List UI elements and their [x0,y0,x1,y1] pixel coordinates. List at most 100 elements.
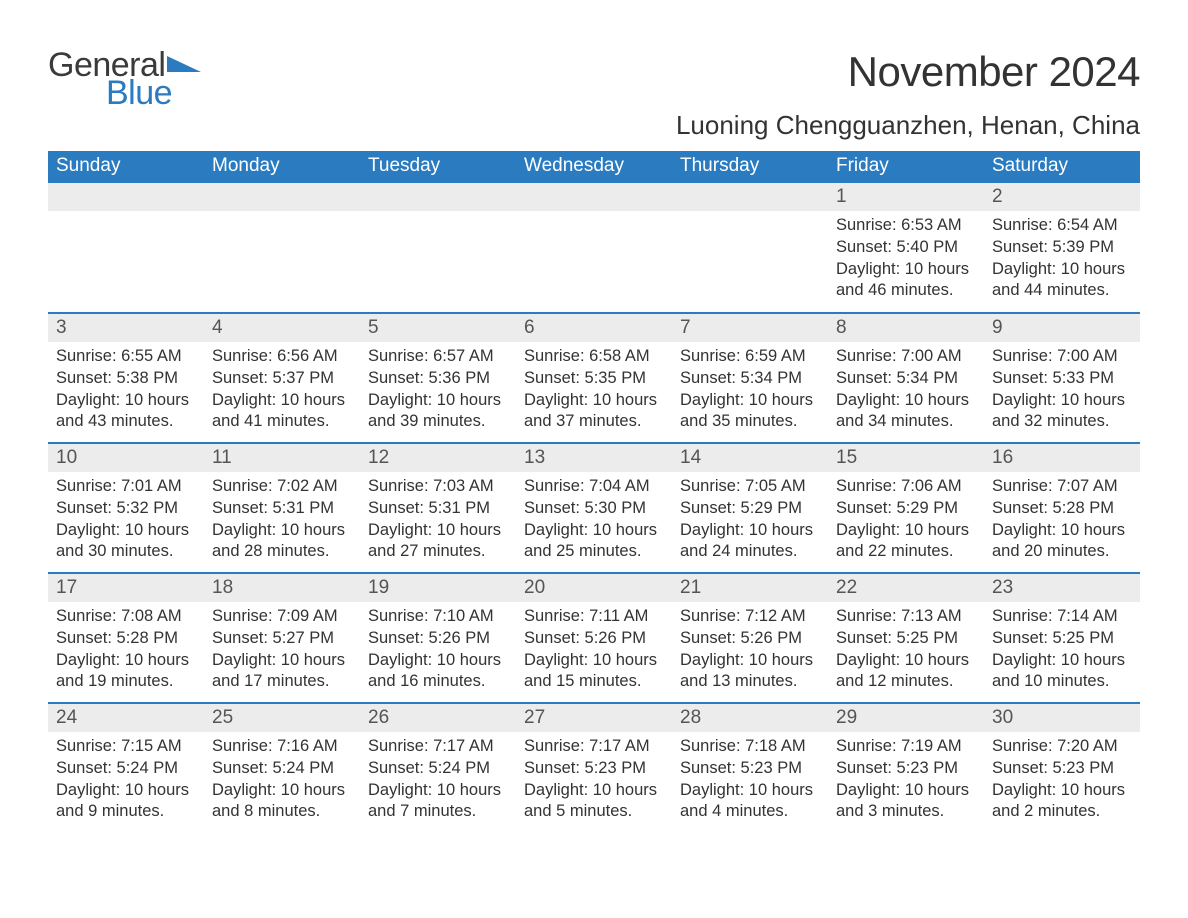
calendar-cell: 30Sunrise: 7:20 AMSunset: 5:23 PMDayligh… [984,703,1140,833]
sunrise-text: Sunrise: 7:14 AM [992,606,1132,628]
header-area: General Blue November 2024 Luoning Cheng… [48,48,1140,141]
daylight-text: Daylight: 10 hours and 3 minutes. [836,780,976,824]
day-body: Sunrise: 6:58 AMSunset: 5:35 PMDaylight:… [516,342,672,441]
calendar-cell: 1Sunrise: 6:53 AMSunset: 5:40 PMDaylight… [828,183,984,313]
calendar-cell: 6Sunrise: 6:58 AMSunset: 5:35 PMDaylight… [516,313,672,443]
calendar-week-row: 17Sunrise: 7:08 AMSunset: 5:28 PMDayligh… [48,573,1140,703]
sunrise-text: Sunrise: 7:02 AM [212,476,352,498]
sunset-text: Sunset: 5:31 PM [368,498,508,520]
sunset-text: Sunset: 5:25 PM [992,628,1132,650]
weekday-header: Friday [828,151,984,183]
day-body: Sunrise: 7:01 AMSunset: 5:32 PMDaylight:… [48,472,204,571]
sunset-text: Sunset: 5:26 PM [368,628,508,650]
day-number: 25 [204,704,360,732]
calendar-table: Sunday Monday Tuesday Wednesday Thursday… [48,151,1140,833]
calendar-cell [672,183,828,313]
weekday-header: Monday [204,151,360,183]
weekday-header: Tuesday [360,151,516,183]
daylight-text: Daylight: 10 hours and 46 minutes. [836,259,976,303]
day-number: 16 [984,444,1140,472]
calendar-cell: 11Sunrise: 7:02 AMSunset: 5:31 PMDayligh… [204,443,360,573]
calendar-cell: 5Sunrise: 6:57 AMSunset: 5:36 PMDaylight… [360,313,516,443]
day-number: 6 [516,314,672,342]
sunrise-text: Sunrise: 7:10 AM [368,606,508,628]
weekday-header: Thursday [672,151,828,183]
sunset-text: Sunset: 5:23 PM [524,758,664,780]
day-body: Sunrise: 6:56 AMSunset: 5:37 PMDaylight:… [204,342,360,441]
day-body: Sunrise: 7:18 AMSunset: 5:23 PMDaylight:… [672,732,828,831]
day-number: 12 [360,444,516,472]
sunrise-text: Sunrise: 7:03 AM [368,476,508,498]
calendar-cell [360,183,516,313]
calendar-cell: 27Sunrise: 7:17 AMSunset: 5:23 PMDayligh… [516,703,672,833]
brand-part2: Blue [106,76,201,110]
sunset-text: Sunset: 5:29 PM [680,498,820,520]
sunrise-text: Sunrise: 6:56 AM [212,346,352,368]
sunset-text: Sunset: 5:38 PM [56,368,196,390]
daylight-text: Daylight: 10 hours and 25 minutes. [524,520,664,564]
day-body: Sunrise: 7:03 AMSunset: 5:31 PMDaylight:… [360,472,516,571]
weekday-header: Wednesday [516,151,672,183]
daylight-text: Daylight: 10 hours and 8 minutes. [212,780,352,824]
sunset-text: Sunset: 5:23 PM [992,758,1132,780]
day-number: 22 [828,574,984,602]
location-label: Luoning Chengguanzhen, Henan, China [676,110,1140,141]
sunset-text: Sunset: 5:34 PM [680,368,820,390]
sunset-text: Sunset: 5:36 PM [368,368,508,390]
calendar-cell: 23Sunrise: 7:14 AMSunset: 5:25 PMDayligh… [984,573,1140,703]
day-body: Sunrise: 7:12 AMSunset: 5:26 PMDaylight:… [672,602,828,701]
sunrise-text: Sunrise: 7:17 AM [368,736,508,758]
sunset-text: Sunset: 5:29 PM [836,498,976,520]
daylight-text: Daylight: 10 hours and 32 minutes. [992,390,1132,434]
day-body: Sunrise: 7:05 AMSunset: 5:29 PMDaylight:… [672,472,828,571]
sunset-text: Sunset: 5:28 PM [992,498,1132,520]
empty-day-number [516,183,672,211]
day-number: 5 [360,314,516,342]
daylight-text: Daylight: 10 hours and 27 minutes. [368,520,508,564]
day-body: Sunrise: 7:16 AMSunset: 5:24 PMDaylight:… [204,732,360,831]
daylight-text: Daylight: 10 hours and 39 minutes. [368,390,508,434]
sunrise-text: Sunrise: 7:08 AM [56,606,196,628]
sunset-text: Sunset: 5:26 PM [680,628,820,650]
sunrise-text: Sunrise: 7:11 AM [524,606,664,628]
sunset-text: Sunset: 5:24 PM [56,758,196,780]
day-body: Sunrise: 7:17 AMSunset: 5:23 PMDaylight:… [516,732,672,831]
day-body: Sunrise: 7:15 AMSunset: 5:24 PMDaylight:… [48,732,204,831]
day-number: 28 [672,704,828,732]
day-body: Sunrise: 6:57 AMSunset: 5:36 PMDaylight:… [360,342,516,441]
day-number: 30 [984,704,1140,732]
sunrise-text: Sunrise: 7:19 AM [836,736,976,758]
calendar-cell [204,183,360,313]
day-number: 3 [48,314,204,342]
daylight-text: Daylight: 10 hours and 2 minutes. [992,780,1132,824]
day-number: 1 [828,183,984,211]
weekday-row: Sunday Monday Tuesday Wednesday Thursday… [48,151,1140,183]
empty-day-number [204,183,360,211]
day-number: 21 [672,574,828,602]
daylight-text: Daylight: 10 hours and 9 minutes. [56,780,196,824]
day-number: 7 [672,314,828,342]
sunset-text: Sunset: 5:40 PM [836,237,976,259]
calendar-cell: 16Sunrise: 7:07 AMSunset: 5:28 PMDayligh… [984,443,1140,573]
calendar-cell: 22Sunrise: 7:13 AMSunset: 5:25 PMDayligh… [828,573,984,703]
day-body: Sunrise: 7:07 AMSunset: 5:28 PMDaylight:… [984,472,1140,571]
daylight-text: Daylight: 10 hours and 19 minutes. [56,650,196,694]
calendar-cell: 14Sunrise: 7:05 AMSunset: 5:29 PMDayligh… [672,443,828,573]
day-number: 18 [204,574,360,602]
daylight-text: Daylight: 10 hours and 17 minutes. [212,650,352,694]
sunrise-text: Sunrise: 7:09 AM [212,606,352,628]
sunrise-text: Sunrise: 6:54 AM [992,215,1132,237]
day-number: 29 [828,704,984,732]
daylight-text: Daylight: 10 hours and 10 minutes. [992,650,1132,694]
daylight-text: Daylight: 10 hours and 12 minutes. [836,650,976,694]
day-body: Sunrise: 7:00 AMSunset: 5:33 PMDaylight:… [984,342,1140,441]
calendar-cell: 3Sunrise: 6:55 AMSunset: 5:38 PMDaylight… [48,313,204,443]
calendar-week-row: 1Sunrise: 6:53 AMSunset: 5:40 PMDaylight… [48,183,1140,313]
sunset-text: Sunset: 5:26 PM [524,628,664,650]
sunrise-text: Sunrise: 7:13 AM [836,606,976,628]
weekday-header: Sunday [48,151,204,183]
calendar-cell: 19Sunrise: 7:10 AMSunset: 5:26 PMDayligh… [360,573,516,703]
sunset-text: Sunset: 5:24 PM [212,758,352,780]
sunrise-text: Sunrise: 7:00 AM [836,346,976,368]
day-body: Sunrise: 7:20 AMSunset: 5:23 PMDaylight:… [984,732,1140,831]
